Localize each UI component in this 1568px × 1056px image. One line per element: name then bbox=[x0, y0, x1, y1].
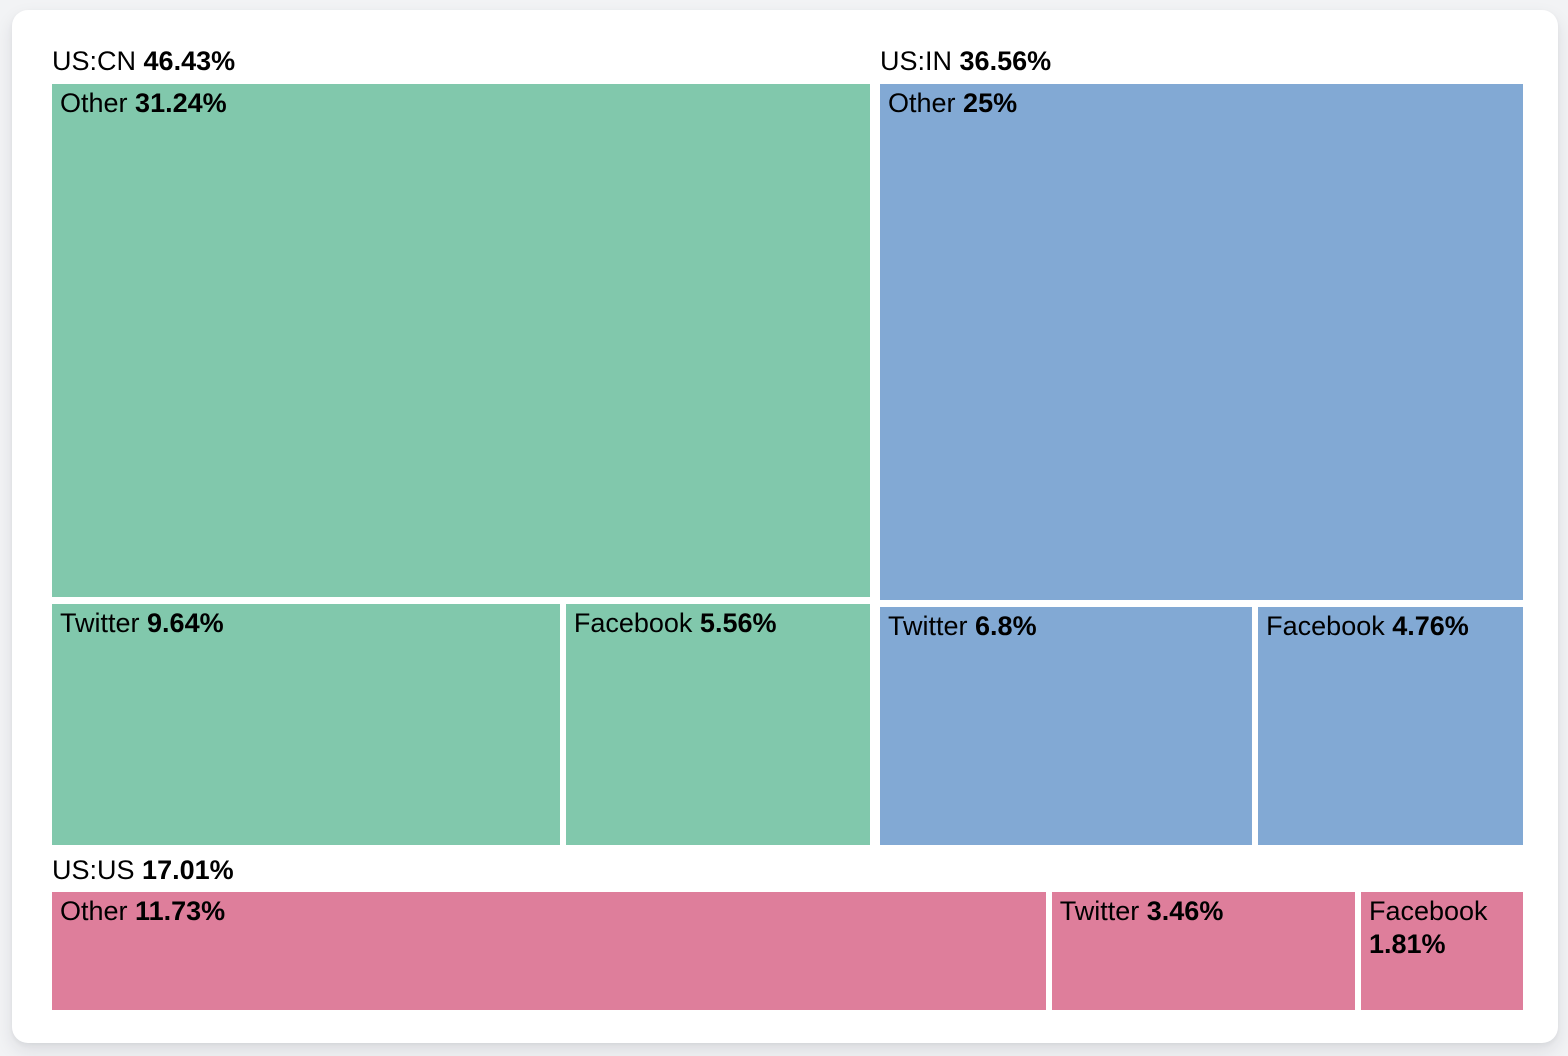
treemap-cell-us-cn-other[interactable]: Other 31.24% bbox=[52, 84, 870, 597]
cell-value: 9.64% bbox=[147, 607, 224, 638]
group-value: 36.56% bbox=[959, 46, 1052, 76]
cell-name: Facebook bbox=[573, 607, 693, 638]
treemap-cell-us-in-other[interactable]: Other 25% bbox=[880, 84, 1523, 600]
treemap-group-us-in: US:IN 36.56% Other 25% Twitter 6.8% bbox=[880, 43, 1523, 845]
cell-name: Other bbox=[60, 896, 128, 926]
treemap-card: US:CN 46.43% Other 31.24% Twitter 9.64% bbox=[12, 10, 1558, 1043]
treemap-group-us-cn: US:CN 46.43% Other 31.24% Twitter 9.64% bbox=[52, 43, 870, 845]
cell-value: 5.56% bbox=[699, 607, 777, 638]
cell-name: Twitter bbox=[60, 607, 140, 638]
treemap-group-us-us: US:US 17.01% Other 11.73% Twitter 3.46% … bbox=[52, 853, 1523, 1010]
group-cells: Other 31.24% Twitter 9.64% Facebook 5.56… bbox=[52, 84, 870, 845]
group-name: US:IN bbox=[880, 46, 953, 76]
treemap-cell-us-in-facebook[interactable]: Facebook 4.76% bbox=[1258, 606, 1523, 845]
treemap-chart: US:CN 46.43% Other 31.24% Twitter 9.64% bbox=[52, 43, 1523, 1010]
cell-value: 25% bbox=[963, 88, 1018, 118]
group-cells-bottom-row: Twitter 9.64% Facebook 5.56% bbox=[52, 603, 870, 845]
group-cells-bottom-row: Twitter 6.8% Facebook 4.76% bbox=[880, 606, 1523, 845]
group-value: 46.43% bbox=[143, 46, 236, 76]
group-cells: Other 25% Twitter 6.8% Facebook 4.76% bbox=[880, 84, 1523, 845]
cell-value: 3.46% bbox=[1146, 896, 1224, 926]
treemap-cell-us-in-twitter[interactable]: Twitter 6.8% bbox=[880, 606, 1253, 845]
group-label-us-in[interactable]: US:IN 36.56% bbox=[880, 43, 1523, 84]
cell-name: Other bbox=[888, 88, 956, 118]
treemap-cell-us-cn-facebook[interactable]: Facebook 5.56% bbox=[565, 603, 870, 845]
group-label-us-cn[interactable]: US:CN 46.43% bbox=[52, 43, 870, 84]
cell-name: Other bbox=[60, 88, 128, 118]
cell-name: Facebook bbox=[1266, 610, 1385, 641]
treemap-cell-us-us-facebook[interactable]: Facebook 1.81% bbox=[1360, 892, 1523, 1010]
group-label-us-us[interactable]: US:US 17.01% bbox=[52, 853, 1523, 892]
treemap-cell-us-us-other[interactable]: Other 11.73% bbox=[52, 892, 1046, 1010]
group-cells: Other 11.73% Twitter 3.46% Facebook 1.81… bbox=[52, 892, 1523, 1010]
cell-value: 4.76% bbox=[1392, 610, 1469, 641]
cell-name: Twitter bbox=[1059, 896, 1140, 926]
group-name: US:US bbox=[52, 855, 135, 885]
cell-value: 1.81% bbox=[1368, 928, 1446, 959]
group-value: 17.01% bbox=[142, 855, 234, 885]
cell-value: 31.24% bbox=[135, 88, 227, 118]
cell-value: 11.73% bbox=[135, 896, 226, 926]
cell-name: Twitter bbox=[888, 610, 968, 641]
treemap-cell-us-us-twitter[interactable]: Twitter 3.46% bbox=[1051, 892, 1355, 1010]
cell-name: Facebook bbox=[1368, 896, 1488, 926]
treemap-cell-us-cn-twitter[interactable]: Twitter 9.64% bbox=[52, 603, 560, 845]
cell-value: 6.8% bbox=[975, 610, 1037, 641]
treemap-top-row: US:CN 46.43% Other 31.24% Twitter 9.64% bbox=[52, 43, 1523, 845]
group-name: US:CN bbox=[52, 46, 137, 76]
